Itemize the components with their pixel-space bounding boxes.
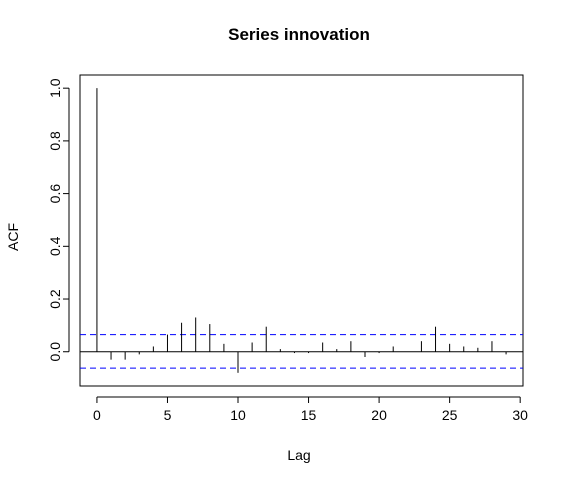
x-tick-label: 20 <box>371 407 387 423</box>
y-tick-label: 0.4 <box>47 236 63 256</box>
x-tick-label: 25 <box>442 407 458 423</box>
chart-title: Series innovation <box>228 25 370 44</box>
y-tick-label: 0.8 <box>47 131 63 151</box>
y-axis-label: ACF <box>5 223 21 251</box>
plot-frame <box>80 75 523 386</box>
x-tick-label: 10 <box>230 407 246 423</box>
y-axis: 0.0 0.2 0.4 0.6 0.8 1.0 <box>47 78 69 361</box>
x-axis-label: Lag <box>287 447 310 463</box>
y-tick-label: 0.2 <box>47 289 63 309</box>
acf-bars <box>97 88 506 373</box>
x-tick-label: 30 <box>512 407 528 423</box>
x-tick-label: 15 <box>301 407 317 423</box>
y-tick-label: 0.6 <box>47 184 63 204</box>
y-tick-label: 0.0 <box>47 342 63 362</box>
x-tick-label: 5 <box>164 407 172 423</box>
x-axis: 0 5 10 15 20 25 30 <box>93 397 528 423</box>
x-tick-label: 0 <box>93 407 101 423</box>
y-tick-label: 1.0 <box>47 78 63 98</box>
